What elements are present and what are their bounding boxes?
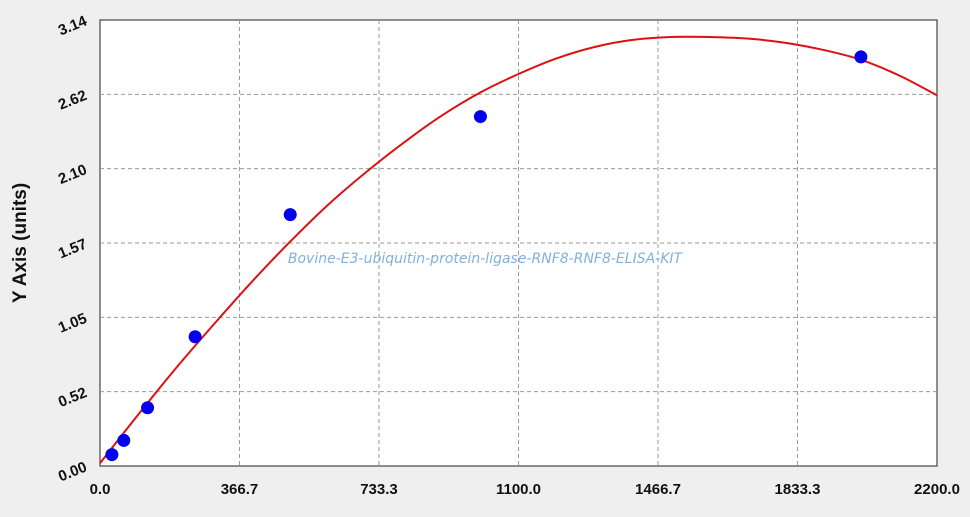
- grid: [100, 20, 937, 466]
- data-point: [473, 110, 487, 124]
- y-axis-title: Y Axis (units): [10, 183, 31, 303]
- x-tick-labels: 0.0 366.7 733.3 1100.0 1466.7 1833.3 2200.0: [90, 481, 960, 498]
- data-point: [283, 208, 297, 222]
- data-point: [141, 401, 155, 415]
- y-tick-label: 3.14: [56, 12, 90, 39]
- y-tick-label: 2.10: [56, 161, 89, 188]
- y-tick-label: 0.00: [56, 459, 89, 486]
- x-tick-label: 1833.3: [775, 481, 821, 498]
- data-points: [105, 50, 868, 462]
- y-tick-labels: 0.00 0.52 1.05 1.57 2.10 2.62 3.14: [56, 12, 90, 485]
- x-tick-label: 366.7: [221, 481, 259, 498]
- y-tick-label: 2.62: [56, 87, 89, 114]
- x-tick-label: 1466.7: [635, 481, 681, 498]
- fitted-curve: [99, 35, 938, 464]
- y-tick-label: 1.57: [56, 236, 89, 263]
- y-tick-label: 1.05: [56, 310, 89, 337]
- x-tick-label: 733.3: [360, 481, 398, 498]
- x-tick-label: 1100.0: [496, 481, 541, 498]
- data-point: [188, 330, 202, 344]
- data-point: [105, 448, 119, 462]
- x-tick-label: 0.0: [90, 481, 111, 498]
- y-tick-label: 0.52: [56, 384, 89, 411]
- data-point: [854, 50, 868, 64]
- data-point: [117, 433, 131, 447]
- x-tick-label: 2200.0: [914, 481, 960, 498]
- watermark-text: Bovine-E3-ubiquitin-protein-ligase-RNF8-…: [288, 251, 684, 267]
